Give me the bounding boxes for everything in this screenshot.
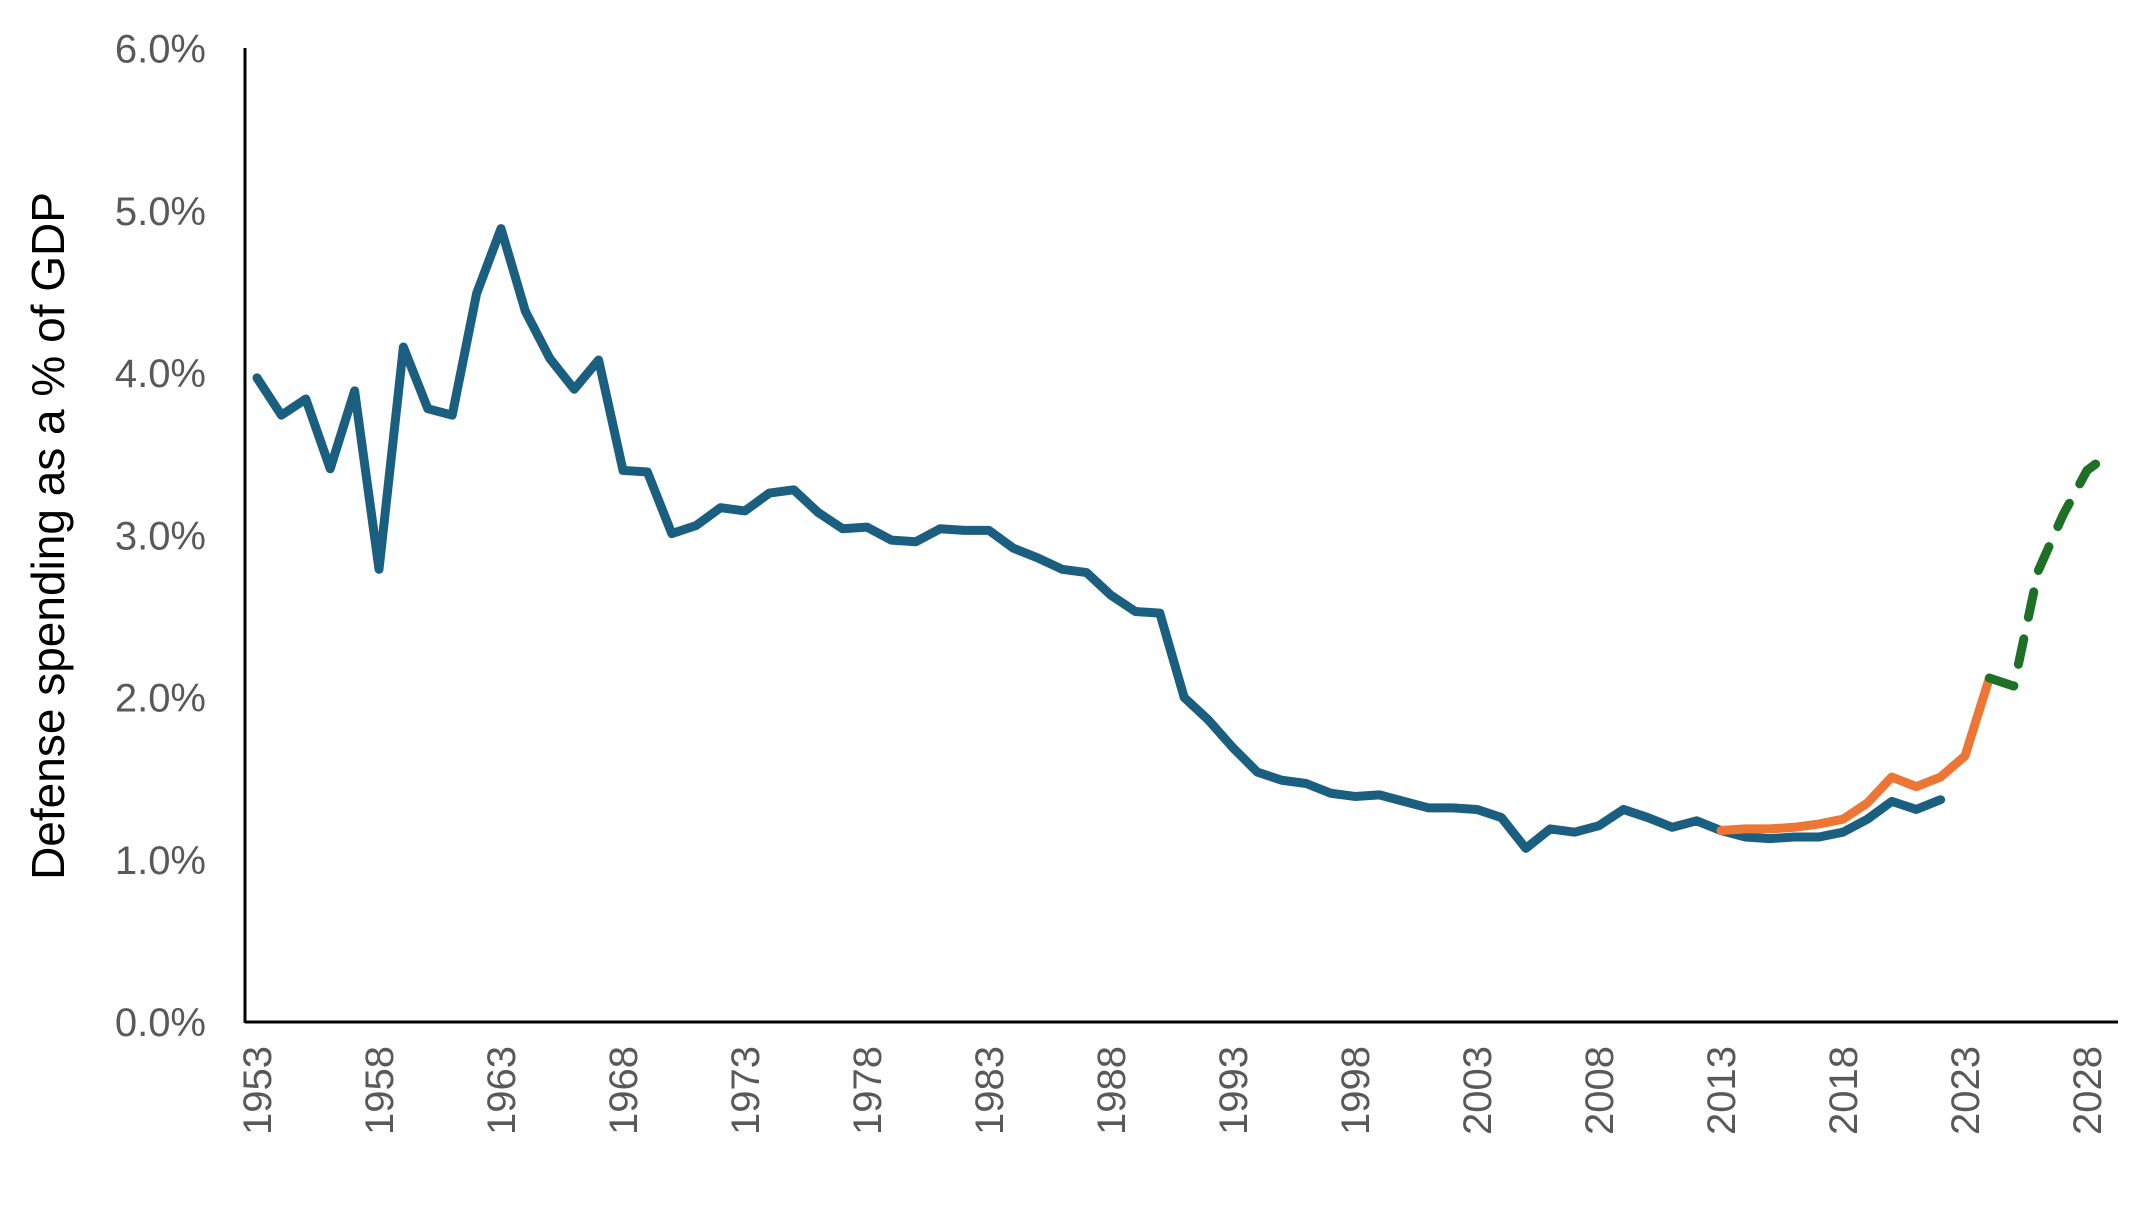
y-tick-label: 4.0% xyxy=(115,352,206,396)
x-tick-label: 2023 xyxy=(1944,1046,1988,1135)
series-line-revised xyxy=(1716,673,1994,836)
x-tick-label: 1973 xyxy=(724,1046,768,1135)
series-lines xyxy=(252,224,2116,853)
series-line-historical xyxy=(252,224,1946,853)
x-tick-label: 1968 xyxy=(602,1046,646,1135)
x-tick-label: 1993 xyxy=(1212,1046,1256,1135)
y-axis-tick-labels: 0.0% 1.0% 2.0% 3.0% 4.0% 5.0% 6.0% xyxy=(115,28,206,1046)
y-tick-label: 2.0% xyxy=(115,677,206,721)
x-tick-label: 1958 xyxy=(358,1046,402,1135)
y-tick-label: 3.0% xyxy=(115,514,206,558)
x-axis-tick-labels: 1953 1958 1963 1968 1973 1978 1983 1988 1993 1998… xyxy=(236,1046,2110,1135)
y-tick-label: 1.0% xyxy=(115,839,206,883)
y-tick-label: 0.0% xyxy=(115,1001,206,1045)
x-tick-label: 1988 xyxy=(1090,1046,1134,1135)
x-tick-label: 1963 xyxy=(480,1046,524,1135)
x-tick-label: 2013 xyxy=(1700,1046,1744,1135)
x-tick-label: 2003 xyxy=(1456,1046,1500,1135)
x-tick-label: 2008 xyxy=(1578,1046,1622,1135)
series-line-projected xyxy=(1984,448,2116,691)
x-tick-label: 2018 xyxy=(1822,1046,1866,1135)
x-tick-label: 1983 xyxy=(968,1046,1012,1135)
x-tick-label: 1953 xyxy=(236,1046,280,1135)
y-tick-label: 6.0% xyxy=(115,28,206,72)
x-tick-label: 1978 xyxy=(846,1046,890,1135)
x-tick-label: 2028 xyxy=(2066,1046,2110,1135)
y-axis-title: Defense spending as a % of GDP xyxy=(22,192,74,880)
x-tick-label: 1998 xyxy=(1334,1046,1378,1135)
y-tick-label: 5.0% xyxy=(115,190,206,234)
